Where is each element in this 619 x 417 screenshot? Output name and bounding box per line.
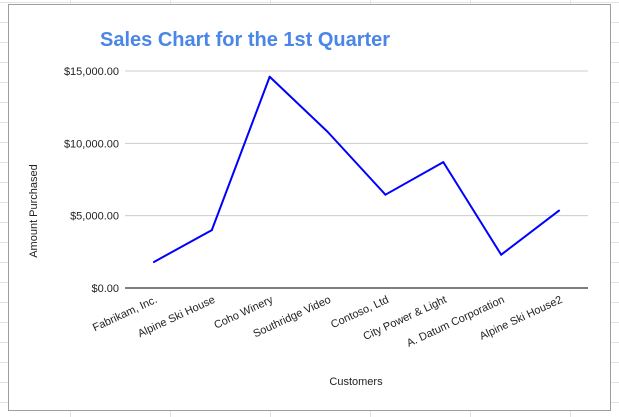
data-point[interactable] (384, 193, 387, 196)
y-tick-label: $5,000.00 (70, 211, 119, 223)
y-tick-label: $15,000.00 (64, 66, 119, 78)
series-sales (152, 75, 561, 263)
y-axis-title: Amount Purchased (28, 164, 40, 258)
series-line[interactable] (153, 75, 560, 263)
data-point[interactable] (442, 161, 445, 164)
y-tick-label: $10,000.00 (64, 138, 119, 150)
data-point[interactable] (152, 260, 155, 263)
data-point[interactable] (268, 75, 271, 78)
y-axis-ticks: $0.00 $5,000.00 $10,000.00 $15,000.00 (64, 66, 119, 295)
data-point[interactable] (210, 229, 213, 232)
chart-frame[interactable] (8, 4, 611, 411)
gridlines (125, 70, 588, 289)
data-point[interactable] (500, 253, 503, 256)
x-axis-title: Customers (329, 376, 383, 388)
data-point[interactable] (326, 130, 329, 133)
chart-title: Sales Chart for the 1st Quarter (100, 29, 390, 51)
x-tick-label: A. Datum Corporation (405, 294, 506, 350)
y-tick-label: $0.00 (91, 283, 119, 295)
data-point[interactable] (558, 209, 561, 212)
